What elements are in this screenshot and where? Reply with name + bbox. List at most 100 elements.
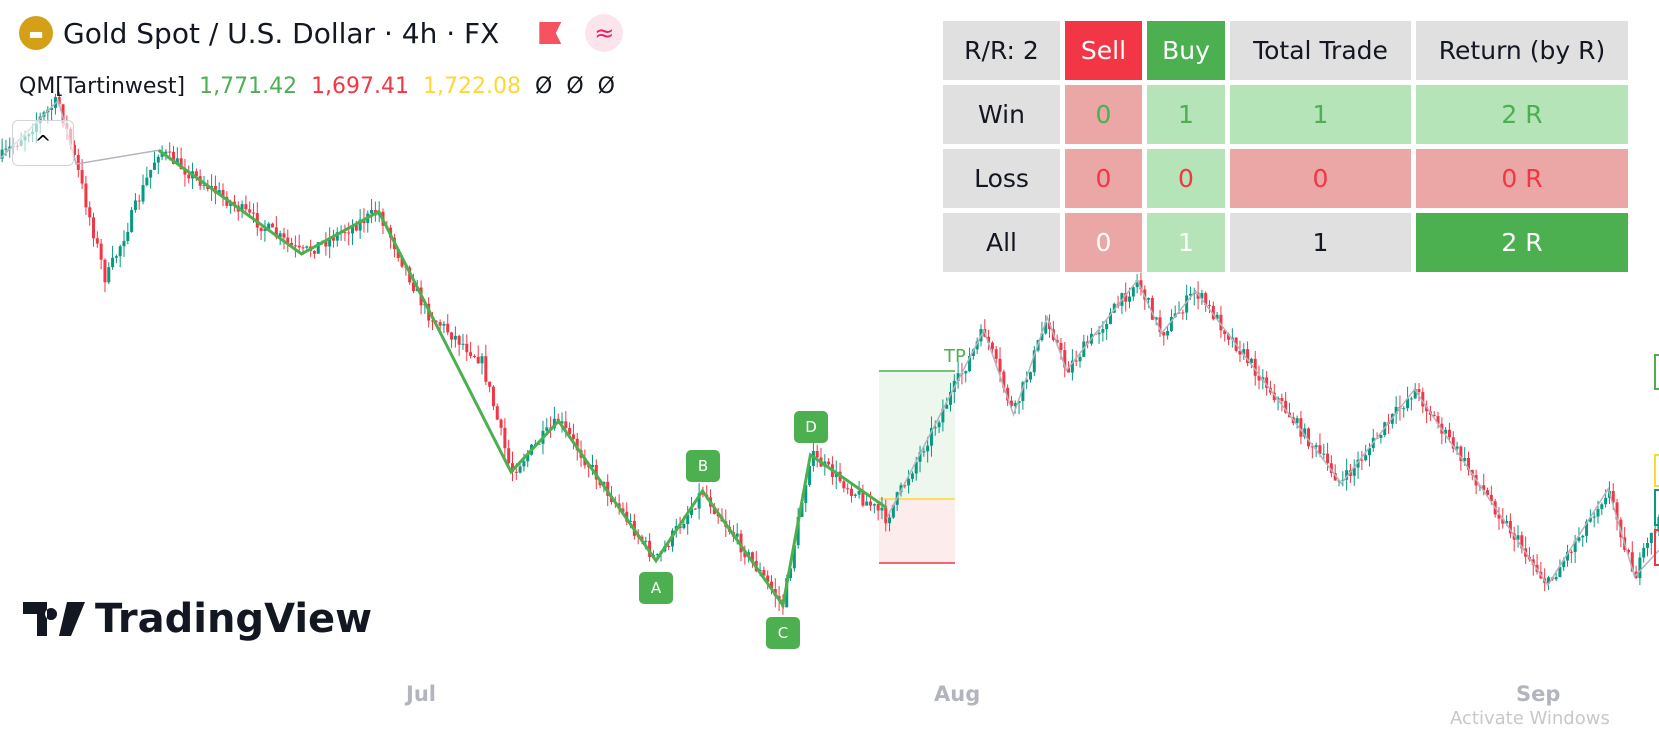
candle-body	[118, 246, 122, 257]
candle-body	[568, 427, 572, 435]
indicator-name[interactable]: QM[Tartinwest]	[19, 74, 186, 99]
qm-pattern-line	[157, 149, 888, 609]
indicator-value-1: 1,771.42	[199, 74, 298, 99]
price-scale-tag	[1654, 529, 1659, 566]
candle-body	[1200, 293, 1204, 299]
candle-body	[1554, 577, 1558, 580]
candle-body	[735, 533, 739, 537]
candle-body	[1070, 360, 1074, 373]
candle-body	[1356, 459, 1360, 468]
candle-body	[1059, 342, 1063, 351]
candle-body	[910, 473, 914, 479]
total-header: Total Trade	[1230, 21, 1411, 80]
candle-body	[1600, 504, 1604, 510]
candle-body	[1470, 469, 1474, 476]
candle-body	[1341, 479, 1345, 481]
candle-body	[769, 581, 773, 589]
candle-body	[1604, 497, 1608, 505]
candle-body	[4, 148, 8, 150]
candle-body	[1135, 280, 1139, 288]
candle-body	[888, 517, 892, 524]
candle-body	[693, 508, 697, 510]
candle-body	[431, 320, 435, 322]
candle-body	[240, 204, 244, 212]
candle-body	[107, 267, 111, 283]
candle-body	[1318, 445, 1322, 454]
candle-body	[1105, 323, 1109, 330]
candle-body	[1249, 358, 1253, 364]
candle-body	[1009, 400, 1013, 407]
candle-body	[903, 485, 907, 487]
candle-body	[1409, 398, 1413, 400]
candle-body	[1596, 509, 1600, 517]
candle-body	[1246, 349, 1250, 364]
candle-body	[145, 177, 149, 186]
candle-body	[869, 501, 873, 506]
candle-body	[133, 200, 137, 211]
candle-body	[343, 232, 347, 234]
candle-body	[853, 494, 857, 496]
candle-body	[1577, 537, 1581, 541]
candle-body	[297, 245, 301, 248]
candle-body	[50, 107, 54, 110]
candle-body	[1048, 322, 1052, 330]
collapse-legend-button[interactable]: ^	[12, 120, 74, 166]
flag-icon[interactable]	[539, 22, 562, 44]
candle-body	[469, 352, 473, 357]
candle-body	[606, 481, 610, 496]
tradingview-logo[interactable]: TradingView	[23, 596, 372, 642]
candle-body	[1097, 332, 1101, 335]
sell-cell: 0	[1065, 149, 1142, 208]
candle-body	[1044, 322, 1048, 334]
candle-body	[1588, 517, 1592, 522]
candle-body	[1211, 305, 1215, 320]
total-cell: 0	[1230, 149, 1411, 208]
candle-body	[1124, 293, 1128, 302]
candle-body	[514, 471, 518, 473]
candle-body	[358, 219, 362, 231]
candle-body	[800, 502, 804, 517]
candle-body	[271, 223, 275, 228]
candle-body	[1345, 470, 1349, 480]
table-row: All 0 1 1 2 R	[943, 213, 1628, 272]
candle-body	[141, 185, 145, 202]
candle-body	[1028, 372, 1032, 380]
gold-bars-icon: ▬	[19, 16, 53, 50]
candle-body	[956, 373, 960, 381]
candle-body	[324, 241, 328, 247]
candle-body	[899, 485, 903, 493]
pattern-label-b: B	[686, 450, 720, 482]
candle-body	[354, 225, 358, 231]
approx-icon[interactable]: ≈	[585, 14, 624, 52]
candle-body	[792, 545, 796, 569]
candle-body	[583, 457, 587, 466]
candle-body	[1326, 453, 1330, 464]
candle-body	[1585, 521, 1589, 536]
candle-body	[202, 184, 206, 186]
candle-body	[130, 210, 134, 232]
candle-body	[655, 554, 659, 556]
candle-body	[914, 461, 918, 474]
candle-body	[221, 189, 225, 197]
candle-body	[1147, 297, 1151, 300]
candle-body	[739, 533, 743, 553]
candle-body	[880, 507, 884, 511]
candle-body	[1067, 367, 1071, 373]
candle-body	[1013, 402, 1017, 407]
price-scale-tag	[1654, 354, 1659, 390]
candle-body	[861, 491, 865, 506]
candle-body	[686, 514, 690, 524]
candle-body	[396, 249, 400, 258]
candle-body	[1101, 329, 1105, 333]
candle-body	[1002, 371, 1006, 388]
candle-body	[1497, 514, 1501, 519]
symbol-title[interactable]: Gold Spot / U.S. Dollar · 4h · FX	[63, 16, 500, 50]
candle-body	[305, 246, 309, 248]
candle-body	[507, 448, 511, 464]
candle-body	[518, 466, 522, 473]
buy-header: Buy	[1147, 21, 1225, 80]
indicator-value-3: 1,722.08	[423, 74, 521, 99]
candle-body	[1314, 445, 1318, 447]
candle-body	[796, 516, 800, 546]
